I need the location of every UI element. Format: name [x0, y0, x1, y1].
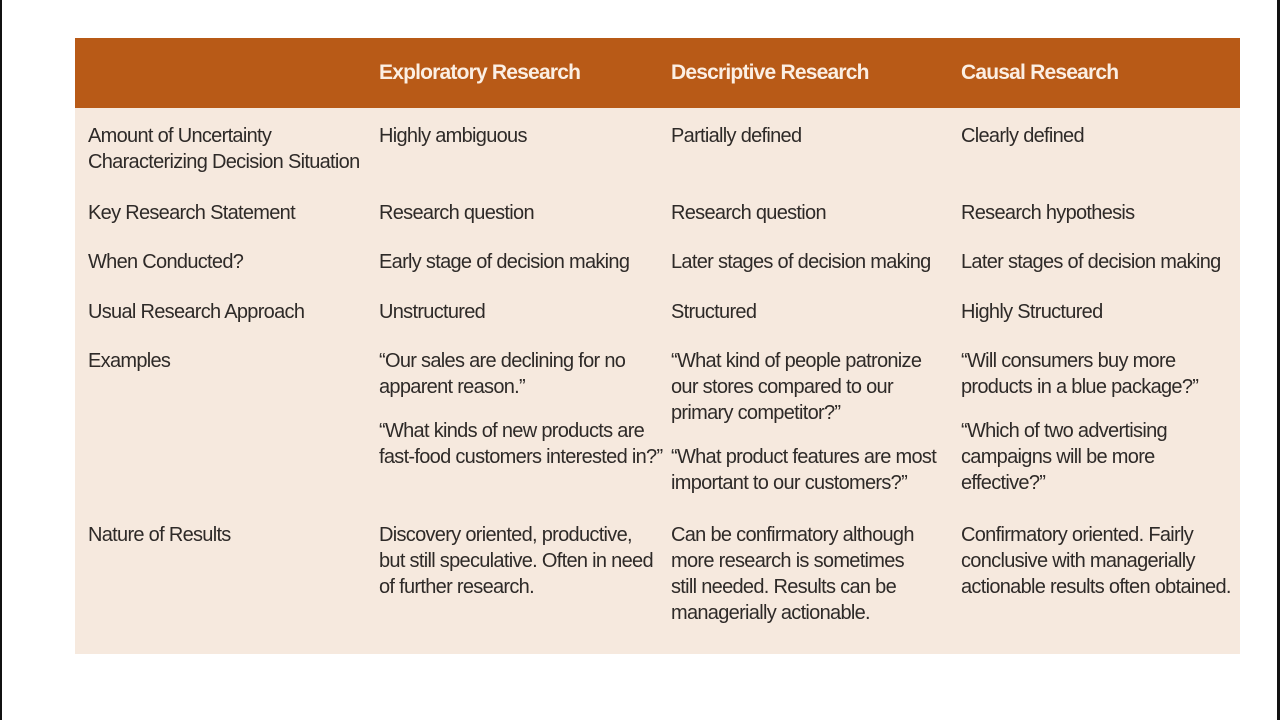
cell-results-descriptive: Can be confirmatory although more resear… [671, 524, 914, 624]
cell-key-statement-descriptive: Research question [671, 202, 827, 224]
cell-results-causal: Confirmatory oriented. Fairly conclusive… [961, 524, 1231, 598]
cell-approach-causal: Highly Structured [961, 301, 1103, 323]
row-label-nature-of-results: Nature of Results [88, 524, 231, 546]
cell-when-exploratory: Early stage of decision making [379, 251, 630, 273]
cell-uncertainty-causal: Clearly defined [961, 125, 1085, 147]
column-header-causal: Causal Research [961, 61, 1119, 84]
cell-examples-exploratory: “Our sales are declining for no apparent… [379, 350, 663, 468]
cell-when-descriptive: Later stages of decision making [671, 251, 931, 273]
row-label-approach: Usual Research Approach [88, 301, 305, 323]
row-label-examples: Examples [88, 350, 171, 372]
cell-examples-causal: “Will consumers buy more products in a b… [961, 350, 1199, 494]
research-comparison-table: Exploratory Research Descriptive Researc… [75, 38, 1240, 654]
column-header-exploratory: Exploratory Research [379, 61, 581, 84]
row-label-when-conducted: When Conducted? [88, 251, 244, 273]
cell-key-statement-exploratory: Research question [379, 202, 535, 224]
cell-key-statement-causal: Research hypothesis [961, 202, 1135, 224]
left-border [0, 0, 2, 720]
row-label-uncertainty: Amount of Uncertainty Characterizing Dec… [88, 125, 360, 173]
table-header: Exploratory Research Descriptive Researc… [75, 38, 1240, 108]
cell-approach-descriptive: Structured [671, 301, 757, 323]
column-header-descriptive: Descriptive Research [671, 61, 869, 84]
cell-examples-descriptive: “What kind of people patronize our store… [671, 350, 937, 494]
cell-uncertainty-descriptive: Partially defined [671, 125, 802, 147]
cell-results-exploratory: Discovery oriented, productive, but stil… [379, 524, 654, 598]
cell-when-causal: Later stages of decision making [961, 251, 1221, 273]
row-label-key-statement: Key Research Statement [88, 202, 296, 224]
right-border [1277, 0, 1280, 720]
cell-approach-exploratory: Unstructured [379, 301, 486, 323]
cell-uncertainty-exploratory: Highly ambiguous [379, 125, 527, 147]
